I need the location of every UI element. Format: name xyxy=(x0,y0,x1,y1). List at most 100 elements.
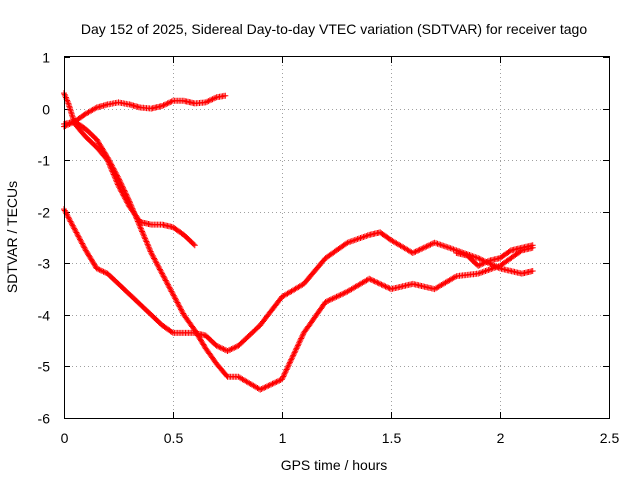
data-point xyxy=(168,329,175,335)
data-point xyxy=(99,268,106,274)
data-point xyxy=(438,242,445,249)
data-point xyxy=(69,221,75,228)
data-point xyxy=(169,289,176,296)
data-point xyxy=(73,229,80,236)
data-point xyxy=(330,295,337,302)
data-point xyxy=(158,269,165,276)
data-point xyxy=(213,342,220,349)
data-point xyxy=(333,293,340,300)
data-point xyxy=(177,305,184,311)
chart-title: Day 152 of 2025, Sidereal Day-to-day VTE… xyxy=(81,21,588,37)
data-point xyxy=(127,201,134,208)
data-point xyxy=(379,282,386,289)
data-point xyxy=(334,293,341,300)
data-point xyxy=(96,266,103,273)
plot-frame xyxy=(64,56,610,419)
data-point xyxy=(174,299,181,306)
data-point xyxy=(231,344,238,351)
series-arc-4 xyxy=(61,206,536,354)
data-point xyxy=(279,376,285,383)
data-point xyxy=(375,280,382,287)
data-point xyxy=(191,242,198,249)
data-point xyxy=(274,378,281,385)
data-point xyxy=(416,246,423,253)
data-point xyxy=(97,267,104,274)
data-point xyxy=(122,190,129,197)
data-point xyxy=(161,101,168,108)
data-point xyxy=(109,162,115,169)
data-point xyxy=(286,359,293,366)
data-point xyxy=(92,105,99,112)
data-point xyxy=(286,360,293,367)
y-tick-label: 0 xyxy=(42,102,50,118)
data-point xyxy=(322,299,329,305)
data-point xyxy=(71,225,78,232)
data-point xyxy=(324,298,330,305)
data-point xyxy=(106,157,113,164)
data-point xyxy=(66,121,73,127)
data-point xyxy=(266,382,273,389)
data-point xyxy=(156,265,163,272)
data-point xyxy=(118,182,125,188)
data-point xyxy=(373,279,379,285)
data-point xyxy=(299,332,306,339)
data-point xyxy=(121,187,128,194)
data-point xyxy=(413,248,420,254)
data-point xyxy=(297,336,304,343)
y-tick-label: -2 xyxy=(38,205,51,221)
data-point xyxy=(62,123,69,129)
y-axis-label: SDTVAR / TECUs xyxy=(4,181,20,293)
grid-lines xyxy=(64,57,609,418)
data-point xyxy=(475,255,482,262)
data-point xyxy=(484,258,491,265)
data-point xyxy=(325,297,332,304)
data-point xyxy=(167,99,174,106)
data-point xyxy=(418,246,424,253)
data-point xyxy=(178,306,184,313)
data-point xyxy=(529,268,536,274)
data-point xyxy=(131,209,138,216)
data-point xyxy=(291,349,298,356)
data-point xyxy=(378,281,385,288)
data-point xyxy=(339,291,345,298)
data-point xyxy=(374,279,381,286)
data-point xyxy=(175,300,182,307)
data-point xyxy=(273,378,280,385)
data-point xyxy=(130,207,136,213)
series-arc-5 xyxy=(453,242,536,269)
data-point xyxy=(208,96,215,103)
data-point xyxy=(204,98,211,105)
data-point xyxy=(264,383,270,390)
data-point xyxy=(363,233,370,239)
data-point xyxy=(116,176,123,183)
data-point xyxy=(120,186,127,193)
data-point xyxy=(529,242,536,249)
data-point xyxy=(420,244,427,251)
data-point xyxy=(284,365,291,372)
data-point xyxy=(152,258,159,265)
data-point xyxy=(282,369,289,376)
data-point xyxy=(483,259,490,265)
data-point xyxy=(298,334,305,341)
data-point xyxy=(206,97,213,104)
data-point xyxy=(133,215,140,222)
data-point xyxy=(367,276,374,283)
data-point xyxy=(280,373,287,380)
data-point xyxy=(229,345,236,352)
data-point xyxy=(125,195,132,202)
data-point xyxy=(341,289,348,296)
data-point xyxy=(109,164,116,171)
data-point xyxy=(164,100,171,107)
data-point xyxy=(209,96,216,103)
data-point xyxy=(409,250,416,256)
data-point xyxy=(279,374,286,381)
data-point xyxy=(332,294,339,301)
x-tick-label: 0 xyxy=(61,430,69,446)
data-point xyxy=(281,372,287,379)
data-point xyxy=(232,344,239,351)
series-arc-2 xyxy=(61,90,198,249)
data-point xyxy=(64,97,71,104)
x-tick-label: 2 xyxy=(497,430,505,446)
data-point xyxy=(495,264,502,271)
data-point xyxy=(480,260,487,267)
